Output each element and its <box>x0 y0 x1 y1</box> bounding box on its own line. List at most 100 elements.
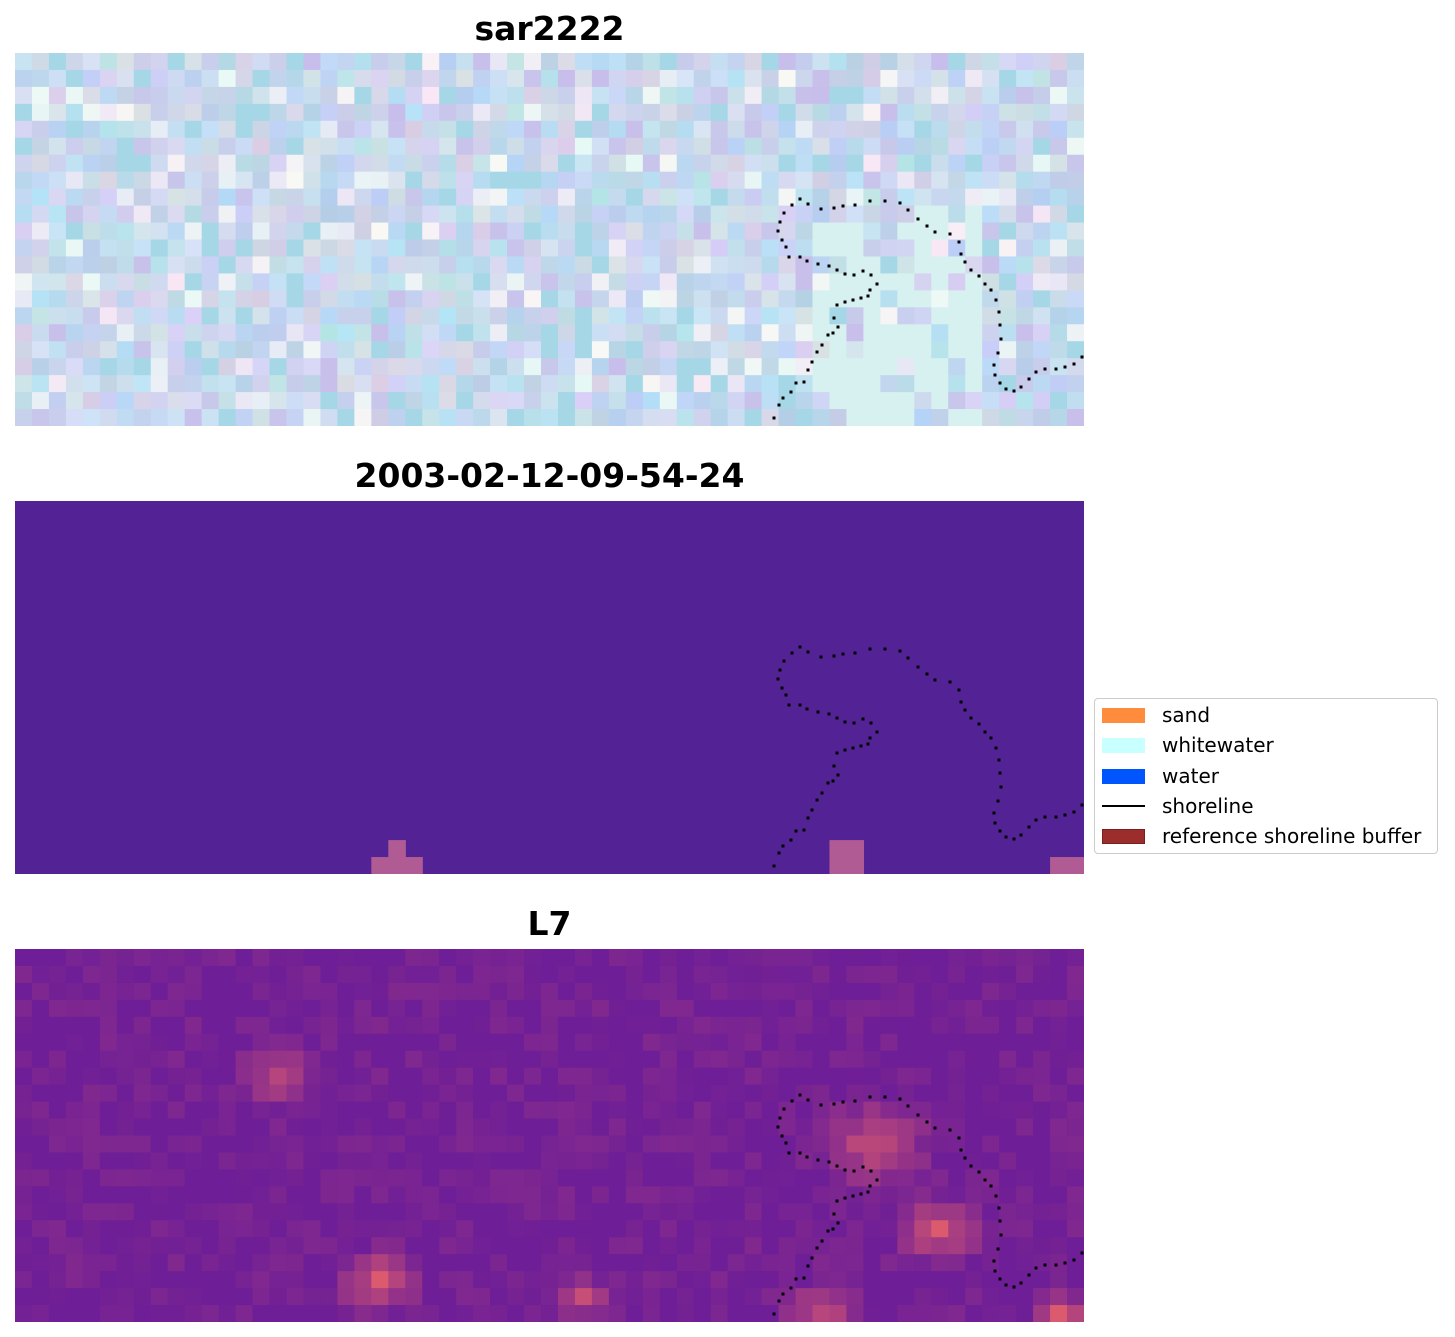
image-pixel <box>948 1101 966 1120</box>
image-pixel <box>829 1016 848 1035</box>
image-pixel <box>15 375 33 393</box>
image-pixel <box>541 1118 559 1137</box>
image-pixel <box>371 239 389 258</box>
image-pixel <box>65 1118 84 1137</box>
image-pixel <box>507 1203 525 1221</box>
image-pixel <box>999 239 1017 258</box>
image-pixel <box>965 1016 983 1035</box>
image-pixel <box>1016 1067 1034 1086</box>
image-pixel <box>727 1084 746 1103</box>
image-pixel <box>150 1271 169 1289</box>
image-pixel <box>676 171 695 190</box>
image-pixel <box>218 86 237 105</box>
image-pixel <box>354 103 372 122</box>
image-pixel <box>490 290 508 308</box>
image-pixel <box>303 1169 322 1187</box>
image-pixel <box>490 273 508 291</box>
image-pixel <box>761 1305 780 1322</box>
image-pixel <box>116 1050 135 1069</box>
image-pixel <box>1033 409 1051 426</box>
image-pixel <box>761 256 780 274</box>
image-pixel <box>812 1169 831 1187</box>
image-pixel <box>303 1050 322 1069</box>
image-pixel <box>863 137 881 156</box>
image-pixel <box>727 103 746 122</box>
image-pixel <box>1067 256 1084 274</box>
shoreline-point <box>883 647 887 651</box>
image-pixel <box>812 1084 831 1103</box>
shoreline-point <box>819 1103 823 1107</box>
image-pixel <box>982 307 1000 325</box>
image-pixel <box>167 1254 186 1272</box>
image-pixel <box>439 1186 457 1204</box>
image-pixel <box>15 188 33 207</box>
image-pixel <box>1016 1305 1034 1322</box>
image-pixel <box>1067 1288 1084 1306</box>
shoreline-point <box>957 688 961 692</box>
shoreline-point <box>820 343 824 347</box>
image-pixel <box>676 53 695 71</box>
image-pixel <box>286 205 305 224</box>
image-pixel <box>439 999 457 1018</box>
image-pixel <box>490 1067 508 1086</box>
image-pixel <box>439 273 457 291</box>
image-pixel <box>235 1169 254 1187</box>
image-pixel <box>422 1237 440 1255</box>
image-pixel <box>897 949 915 967</box>
image-pixel <box>863 154 881 173</box>
image-pixel <box>235 1050 254 1069</box>
image-pixel <box>490 1220 508 1238</box>
image-pixel <box>320 1067 338 1086</box>
image-pixel <box>405 1067 423 1086</box>
image-pixel <box>727 1016 746 1035</box>
image-pixel <box>812 1033 831 1052</box>
image-pixel <box>693 358 712 376</box>
image-pixel <box>82 1033 101 1052</box>
image-pixel <box>642 982 661 1001</box>
image-pixel <box>303 1254 322 1272</box>
image-pixel <box>625 154 644 173</box>
shoreline-point <box>841 652 845 656</box>
buffer-pixel <box>829 840 848 858</box>
image-pixel <box>795 137 814 156</box>
shoreline-point <box>861 269 865 273</box>
image-pixel <box>303 1084 322 1103</box>
image-pixel <box>659 137 678 156</box>
image-pixel <box>507 341 525 359</box>
image-pixel <box>625 1033 644 1052</box>
image-pixel <box>897 137 915 156</box>
image-pixel <box>880 341 898 359</box>
image-pixel <box>812 1067 831 1086</box>
image-pixel <box>948 307 966 325</box>
image-pixel <box>133 290 152 308</box>
image-pixel <box>778 1271 797 1289</box>
image-pixel <box>812 69 831 88</box>
image-pixel <box>761 341 780 359</box>
image-pixel <box>761 239 780 258</box>
image-pixel <box>812 409 831 426</box>
image-pixel <box>846 1050 865 1069</box>
shoreline-point <box>835 716 839 720</box>
image-pixel <box>65 375 84 393</box>
image-pixel <box>524 999 542 1018</box>
image-pixel <box>761 273 780 291</box>
image-pixel <box>490 307 508 325</box>
image-pixel <box>693 120 712 139</box>
image-pixel <box>965 256 983 274</box>
image-pixel <box>812 86 831 105</box>
shoreline-point <box>1012 389 1016 393</box>
image-pixel <box>354 1050 372 1069</box>
image-pixel <box>846 171 865 190</box>
image-pixel <box>999 171 1017 190</box>
image-pixel <box>761 120 780 139</box>
image-pixel <box>133 53 152 71</box>
image-pixel <box>116 324 135 342</box>
image-pixel <box>982 1305 1000 1322</box>
image-pixel <box>557 1254 576 1272</box>
image-pixel <box>574 1016 593 1035</box>
image-pixel <box>914 69 932 88</box>
shoreline-point <box>875 282 879 286</box>
image-pixel <box>761 1169 780 1187</box>
shoreline-point <box>772 1312 776 1316</box>
image-pixel <box>541 1186 559 1204</box>
